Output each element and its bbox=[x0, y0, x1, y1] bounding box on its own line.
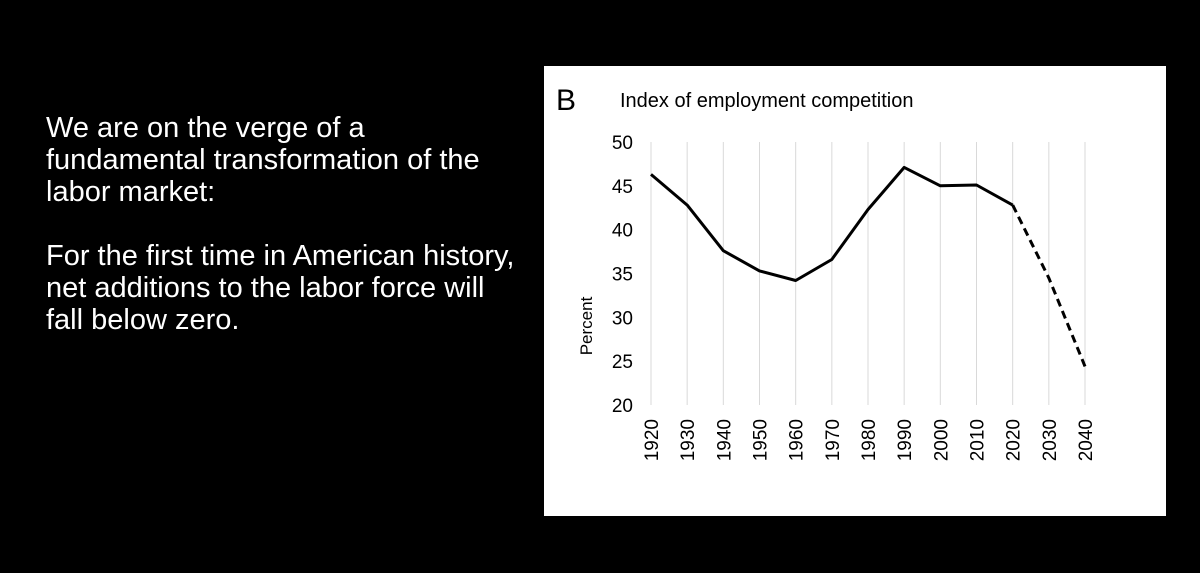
chart-title: Index of employment competition bbox=[620, 90, 914, 112]
y-tick-label: 50 bbox=[612, 133, 633, 154]
x-tick-label: 2040 bbox=[1076, 419, 1097, 461]
y-tick-label: 45 bbox=[612, 177, 633, 198]
line-chart: B Index of employment competition Percen… bbox=[556, 84, 1097, 461]
intro-paragraph-2: For the first time in American history, … bbox=[46, 240, 515, 336]
x-tick-label: 1930 bbox=[678, 419, 699, 461]
y-tick-label: 35 bbox=[612, 265, 633, 286]
y-tick-label: 30 bbox=[612, 308, 633, 329]
x-tick-label: 1990 bbox=[895, 419, 916, 461]
x-tick-label: 2000 bbox=[931, 419, 952, 461]
x-tick-label: 2020 bbox=[1004, 419, 1025, 461]
x-tick-label: 1970 bbox=[823, 419, 844, 461]
chart-panel: B Index of employment competition Percen… bbox=[544, 66, 1166, 516]
y-axis-label: Percent bbox=[577, 296, 596, 355]
x-tick-label: 1950 bbox=[751, 419, 772, 461]
panel-label: B bbox=[556, 84, 576, 117]
historical-series-line bbox=[650, 165, 1014, 282]
projected-series-line bbox=[1011, 204, 1087, 367]
y-tick-label: 25 bbox=[612, 352, 633, 373]
x-tick-label: 1920 bbox=[642, 419, 663, 461]
x-tick-label: 1960 bbox=[787, 419, 808, 461]
x-tick-label: 1940 bbox=[714, 419, 735, 461]
x-tick-label: 2030 bbox=[1040, 419, 1061, 461]
x-tick-label: 2010 bbox=[968, 419, 989, 461]
x-tick-label: 1980 bbox=[859, 419, 880, 461]
intro-text: We are on the verge of a fundamental tra… bbox=[46, 112, 516, 336]
y-tick-label: 20 bbox=[612, 396, 633, 417]
intro-paragraph-1: We are on the verge of a fundamental tra… bbox=[46, 112, 480, 208]
y-tick-label: 40 bbox=[612, 221, 633, 242]
